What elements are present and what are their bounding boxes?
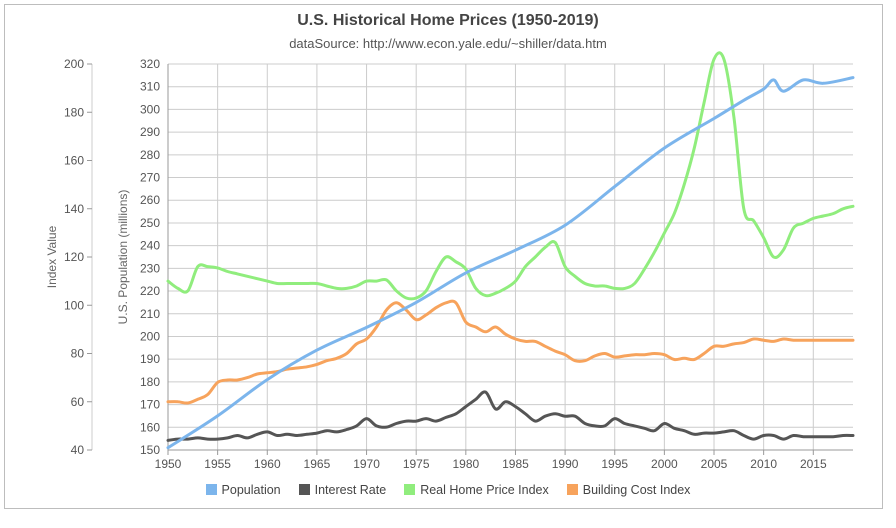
left-axis-tick-label: 140 [64,202,84,216]
x-tick-label: 1975 [403,457,430,471]
right-axis-tick-label: 170 [140,398,160,412]
x-tick-label: 1950 [155,457,182,471]
left-axis-tick-label: 40 [71,443,85,457]
left-axis-tick-label: 160 [64,154,84,168]
x-tick-label: 2000 [651,457,678,471]
right-axis-tick-label: 220 [140,284,160,298]
legend-label: Real Home Price Index [420,483,549,497]
legend-item-population[interactable]: Population [205,483,281,497]
right-axis-tick-label: 200 [140,329,160,343]
series-line-real-home-price-index[interactable] [166,51,855,301]
left-axis-tick-label: 80 [71,347,85,361]
chart-title: U.S. Historical Home Prices (1950-2019) [297,12,599,29]
legend-label: Population [221,483,281,497]
series-line-population[interactable] [166,76,855,450]
legend-swatch [298,484,310,495]
left-axis-label: Index Value [45,225,59,288]
right-axis-tick-label: 280 [140,148,160,162]
chart-subtitle: dataSource: http://www.econ.yale.edu/~sh… [289,36,607,51]
right-axis-tick-label: 270 [140,171,160,185]
right-axis-tick-label: 160 [140,420,160,434]
legend-item-interest-rate[interactable]: Interest Rate [298,483,387,497]
right-axis-tick-label: 240 [140,239,160,253]
x-tick-label: 1955 [204,457,231,471]
right-axis-tick-label: 260 [140,193,160,207]
left-axis-tick-label: 60 [71,395,85,409]
right-axis-label: U.S. Population (millions) [116,190,130,325]
right-axis-tick-label: 150 [140,443,160,457]
x-tick-label: 1970 [353,457,380,471]
series-line-building-cost-index[interactable] [166,299,855,405]
right-axis-tick-label: 180 [140,375,160,389]
x-tick-label: 2005 [701,457,728,471]
x-tick-label: 1990 [552,457,579,471]
legend-swatch [205,484,217,495]
right-axis-tick-label: 250 [140,216,160,230]
right-axis-tick-label: 320 [140,57,160,71]
right-axis-tick-label: 310 [140,80,160,94]
right-axis-tick-label: 190 [140,352,160,366]
legend-item-real-home-price-index[interactable]: Real Home Price Index [404,483,549,497]
x-tick-label: 1995 [601,457,628,471]
right-axis-tick-label: 210 [140,307,160,321]
x-tick-label: 1985 [502,457,529,471]
right-axis-tick-label: 290 [140,125,160,139]
left-axis-tick-label: 180 [64,105,84,119]
legend-swatch [404,484,416,495]
left-axis-tick-label: 120 [64,250,84,264]
legend-item-building-cost-index[interactable]: Building Cost Index [566,483,691,497]
x-tick-label: 2015 [800,457,827,471]
x-tick-label: 1980 [452,457,479,471]
x-tick-label: 1965 [304,457,331,471]
chart-frame [4,4,883,509]
legend-swatch [566,484,578,495]
series-line-interest-rate[interactable] [166,390,855,442]
right-axis-tick-label: 300 [140,102,160,116]
x-tick-label: 1960 [254,457,281,471]
legend-label: Interest Rate [314,483,387,497]
right-axis-tick-label: 230 [140,261,160,275]
legend: Population Interest Rate Real Home Price I… [0,483,896,497]
legend-label: Building Cost Index [582,483,691,497]
x-tick-label: 2010 [750,457,777,471]
left-axis-tick-label: 200 [64,57,84,71]
left-axis-tick-label: 100 [64,298,84,312]
